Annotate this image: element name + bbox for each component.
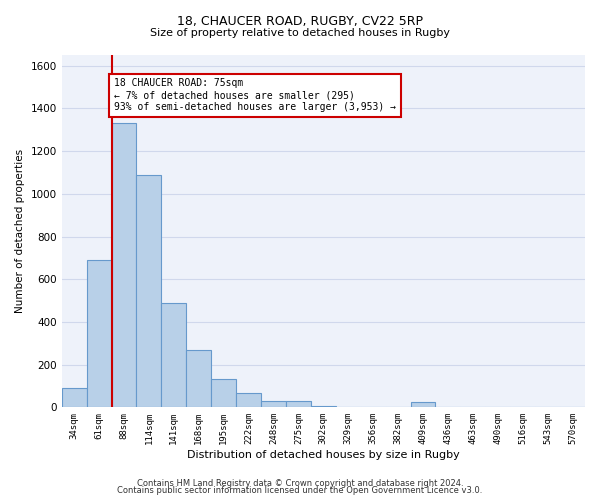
Bar bbox=[86, 260, 112, 408]
Bar bbox=[62, 388, 86, 407]
Bar bbox=[186, 350, 211, 408]
Text: Contains HM Land Registry data © Crown copyright and database right 2024.: Contains HM Land Registry data © Crown c… bbox=[137, 478, 463, 488]
Text: Size of property relative to detached houses in Rugby: Size of property relative to detached ho… bbox=[150, 28, 450, 38]
Bar bbox=[236, 394, 261, 407]
Bar bbox=[286, 401, 311, 407]
Bar bbox=[410, 402, 436, 407]
Text: 18 CHAUCER ROAD: 75sqm
← 7% of detached houses are smaller (295)
93% of semi-det: 18 CHAUCER ROAD: 75sqm ← 7% of detached … bbox=[114, 78, 396, 112]
Bar bbox=[311, 406, 336, 408]
Bar bbox=[211, 378, 236, 408]
Bar bbox=[261, 401, 286, 407]
Y-axis label: Number of detached properties: Number of detached properties bbox=[15, 149, 25, 313]
Text: 18, CHAUCER ROAD, RUGBY, CV22 5RP: 18, CHAUCER ROAD, RUGBY, CV22 5RP bbox=[177, 15, 423, 28]
Bar bbox=[161, 302, 186, 408]
Bar bbox=[112, 124, 136, 408]
X-axis label: Distribution of detached houses by size in Rugby: Distribution of detached houses by size … bbox=[187, 450, 460, 460]
Bar bbox=[136, 174, 161, 408]
Text: Contains public sector information licensed under the Open Government Licence v3: Contains public sector information licen… bbox=[118, 486, 482, 495]
